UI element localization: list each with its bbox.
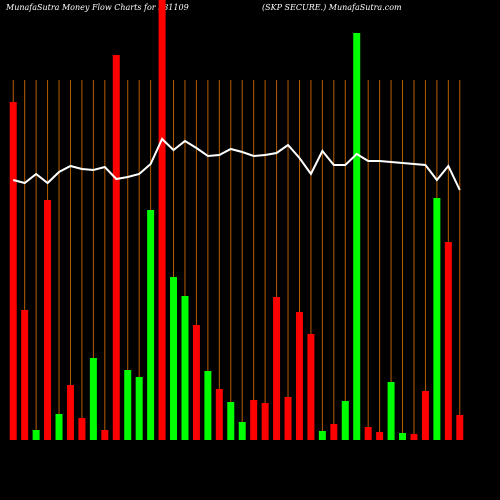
bar bbox=[387, 382, 395, 440]
bar bbox=[364, 427, 372, 440]
bar bbox=[261, 403, 269, 440]
bar bbox=[376, 432, 384, 440]
bar bbox=[215, 389, 223, 440]
bar bbox=[421, 391, 429, 440]
bar bbox=[147, 210, 155, 440]
bar bbox=[353, 33, 361, 440]
bar bbox=[21, 310, 29, 440]
bar bbox=[238, 422, 246, 440]
bar bbox=[158, 0, 166, 440]
bar bbox=[318, 431, 326, 440]
bar bbox=[181, 296, 189, 440]
bar bbox=[295, 312, 303, 440]
bar bbox=[101, 430, 109, 440]
bar bbox=[112, 55, 120, 440]
bar bbox=[227, 402, 235, 440]
bar bbox=[44, 200, 52, 440]
bar bbox=[399, 433, 407, 440]
bar bbox=[330, 424, 338, 440]
money-flow-line bbox=[12, 137, 461, 191]
bar bbox=[55, 414, 63, 440]
bar bbox=[456, 415, 464, 440]
bar bbox=[307, 334, 315, 440]
bar bbox=[192, 325, 200, 440]
bar bbox=[78, 418, 86, 440]
bar bbox=[284, 397, 292, 440]
bar bbox=[341, 401, 349, 440]
bar bbox=[250, 400, 258, 440]
bar bbox=[89, 358, 97, 440]
bar bbox=[170, 277, 178, 440]
bar bbox=[9, 102, 17, 440]
bar bbox=[204, 371, 212, 440]
bar bbox=[410, 434, 418, 440]
chart-subtitle: (SKP SECURE.) MunafaSutra.com bbox=[262, 3, 402, 12]
bar bbox=[135, 377, 143, 440]
bar bbox=[66, 385, 74, 440]
bar bbox=[32, 430, 40, 440]
bar bbox=[444, 242, 452, 440]
chart-title: MunafaSutra Money Flow Charts for 531109 bbox=[5, 3, 189, 12]
bar bbox=[124, 370, 132, 440]
bar bbox=[433, 198, 441, 440]
bar bbox=[273, 297, 281, 440]
